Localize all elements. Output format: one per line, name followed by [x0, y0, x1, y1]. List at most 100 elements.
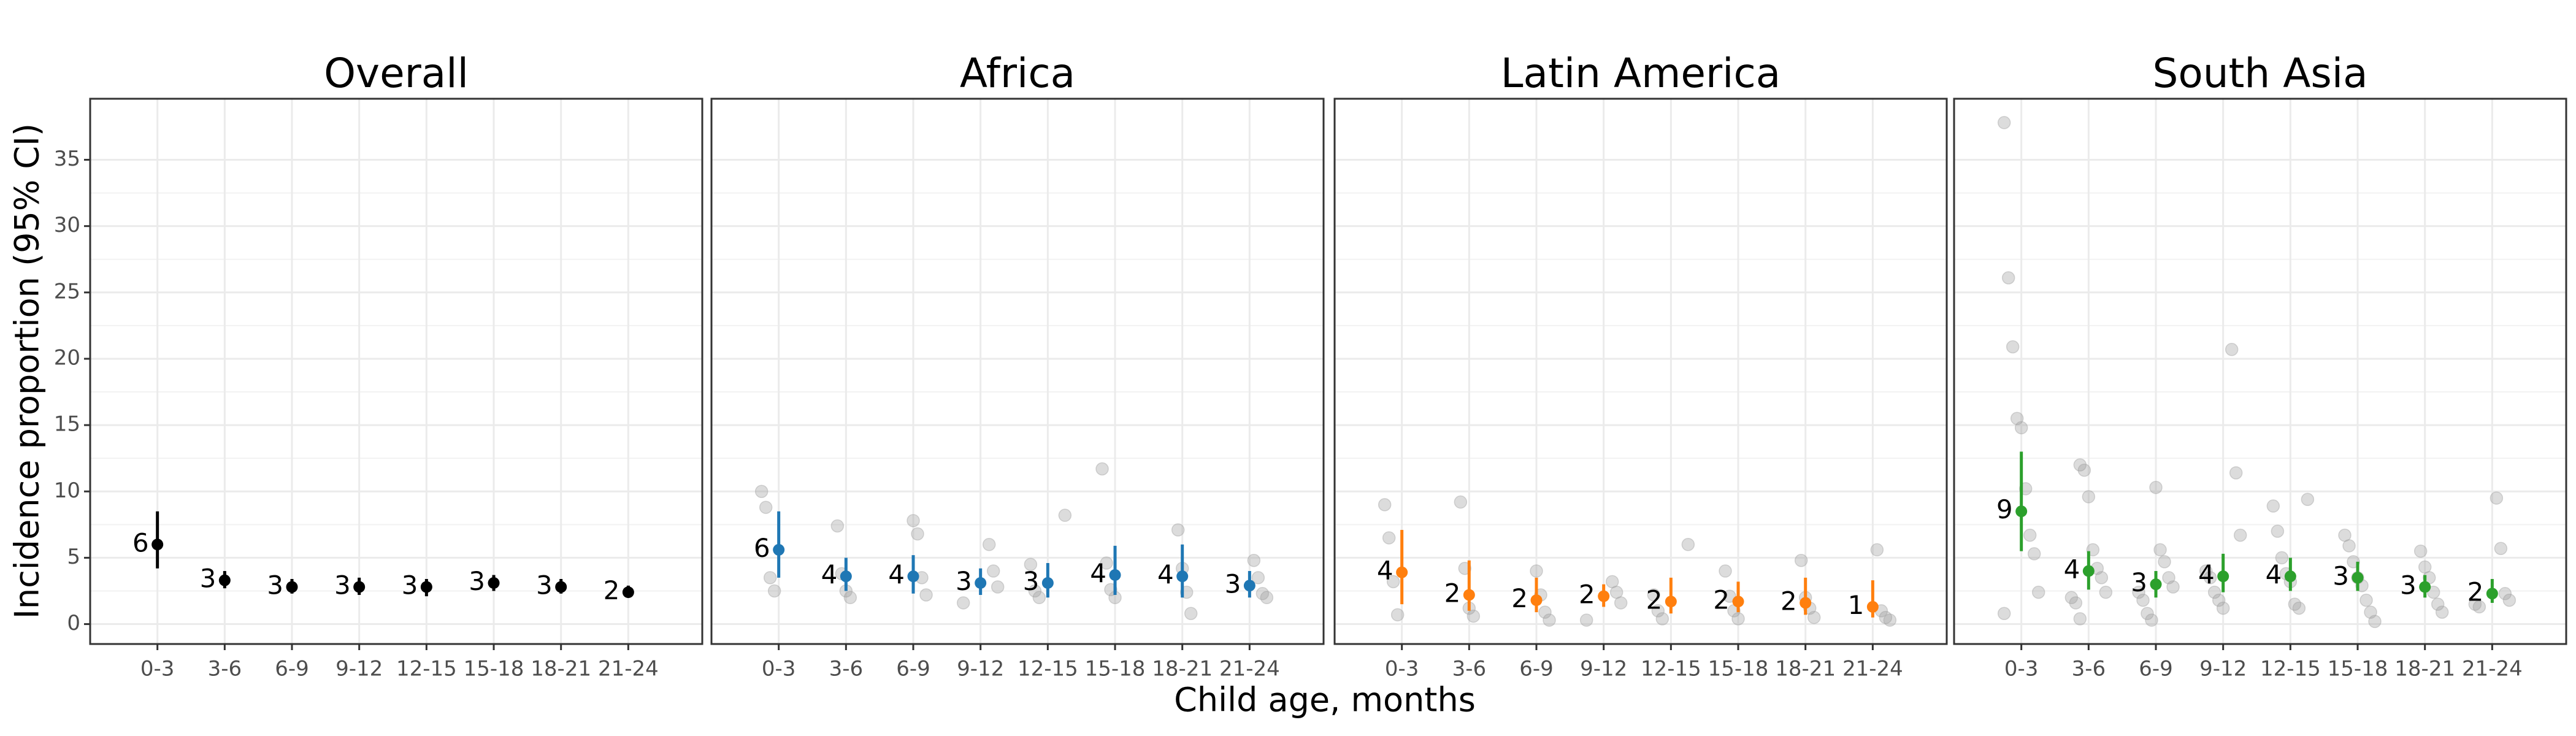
- study-point: [1028, 584, 1042, 598]
- x-tick-label: 12-15: [1018, 657, 1078, 681]
- count-label: 3: [536, 570, 553, 600]
- study-point: [1883, 613, 1897, 627]
- estimate-point: [2284, 570, 2296, 583]
- estimate-point: [151, 539, 164, 551]
- study-point: [1609, 585, 1623, 599]
- study-point: [956, 596, 970, 610]
- study-point: [1184, 607, 1198, 621]
- y-tick-label: 10: [54, 478, 80, 503]
- study-point: [2166, 580, 2180, 594]
- x-tick-label: 21-24: [1219, 657, 1280, 681]
- study-point: [1997, 116, 2011, 129]
- panel-border: [1953, 98, 2567, 645]
- count-label: 4: [888, 559, 905, 589]
- panel-title: South Asia: [2152, 50, 2367, 97]
- study-point: [1870, 543, 1884, 557]
- x-tick-label: 12-15: [2260, 657, 2321, 681]
- estimate-point: [1665, 596, 1677, 608]
- count-label: 4: [1377, 556, 1393, 586]
- estimate-point: [2150, 578, 2162, 591]
- study-point: [1260, 591, 1274, 605]
- study-point: [982, 538, 996, 551]
- x-tick-label: 15-18: [464, 657, 524, 681]
- study-point: [1614, 596, 1628, 610]
- study-point: [1058, 508, 1072, 522]
- study-point: [1466, 609, 1481, 623]
- study-point: [2001, 271, 2015, 285]
- y-tick-label: 30: [54, 213, 80, 237]
- count-label: 4: [2266, 559, 2282, 589]
- count-label: 4: [2064, 554, 2080, 585]
- count-label: 3: [1225, 569, 1241, 599]
- study-point: [763, 571, 777, 585]
- x-tick-label: 18-21: [1775, 657, 1836, 681]
- study-point: [2342, 539, 2356, 553]
- study-point: [2077, 463, 2091, 477]
- estimate-point: [1041, 577, 1054, 589]
- study-point: [2014, 421, 2028, 435]
- study-point: [2229, 466, 2243, 480]
- count-label: 2: [1444, 578, 1461, 608]
- x-tick-label: 21-24: [1842, 657, 1903, 681]
- y-tick-label: 5: [67, 545, 80, 569]
- count-label: 4: [821, 559, 838, 589]
- estimate-point: [1732, 596, 1744, 608]
- study-point: [2216, 601, 2230, 615]
- study-point: [907, 514, 920, 527]
- x-tick-label: 3-6: [829, 657, 864, 681]
- study-point: [2266, 499, 2280, 513]
- count-label: 4: [1157, 559, 1174, 589]
- study-point: [2073, 458, 2087, 472]
- study-point: [2368, 615, 2382, 628]
- x-tick-label: 0-3: [762, 657, 796, 681]
- x-tick-label: 6-9: [275, 657, 309, 681]
- estimate-point: [2217, 570, 2229, 583]
- count-label: 6: [754, 533, 770, 563]
- study-point: [1538, 605, 1552, 619]
- panel-background: [1954, 99, 2566, 644]
- study-point: [2301, 493, 2315, 506]
- study-point: [1530, 564, 1543, 578]
- study-point: [1378, 498, 1392, 512]
- study-point: [2082, 490, 2096, 504]
- study-point: [1454, 495, 1468, 509]
- study-point: [2431, 597, 2445, 611]
- y-tick-label: 15: [54, 412, 80, 437]
- study-point: [2225, 343, 2239, 356]
- study-point: [2292, 601, 2306, 615]
- estimate-point: [1598, 590, 1610, 602]
- estimate-point: [1176, 570, 1189, 583]
- study-point: [2069, 596, 2083, 610]
- x-tick-label: 21-24: [598, 657, 659, 681]
- study-point: [1719, 564, 1732, 578]
- study-point: [2027, 547, 2041, 561]
- panel-border: [1333, 98, 1948, 645]
- study-point: [2162, 571, 2175, 585]
- study-point: [830, 519, 845, 533]
- estimate-point: [1243, 580, 1255, 592]
- estimate-point: [286, 581, 298, 593]
- study-point: [1723, 589, 1736, 603]
- study-point: [1543, 613, 1556, 627]
- estimate-point: [1109, 569, 1121, 581]
- study-point: [2338, 528, 2352, 542]
- study-point: [2502, 593, 2517, 607]
- study-point: [2418, 560, 2432, 574]
- study-point: [2498, 587, 2512, 600]
- count-label: 2: [1511, 583, 1528, 613]
- study-point: [2426, 585, 2440, 599]
- study-point: [1879, 610, 1893, 624]
- study-point: [1997, 607, 2011, 621]
- count-label: 3: [334, 570, 351, 600]
- estimate-point: [2352, 572, 2364, 584]
- study-point: [2132, 585, 2145, 599]
- study-point: [2359, 593, 2373, 607]
- x-tick-label: 3-6: [208, 657, 242, 681]
- study-point: [2212, 593, 2226, 607]
- study-point: [1255, 587, 1270, 600]
- study-point: [759, 500, 773, 514]
- x-tick-label: 6-9: [896, 657, 930, 681]
- count-label: 4: [1090, 558, 1106, 588]
- estimate-point: [555, 581, 567, 593]
